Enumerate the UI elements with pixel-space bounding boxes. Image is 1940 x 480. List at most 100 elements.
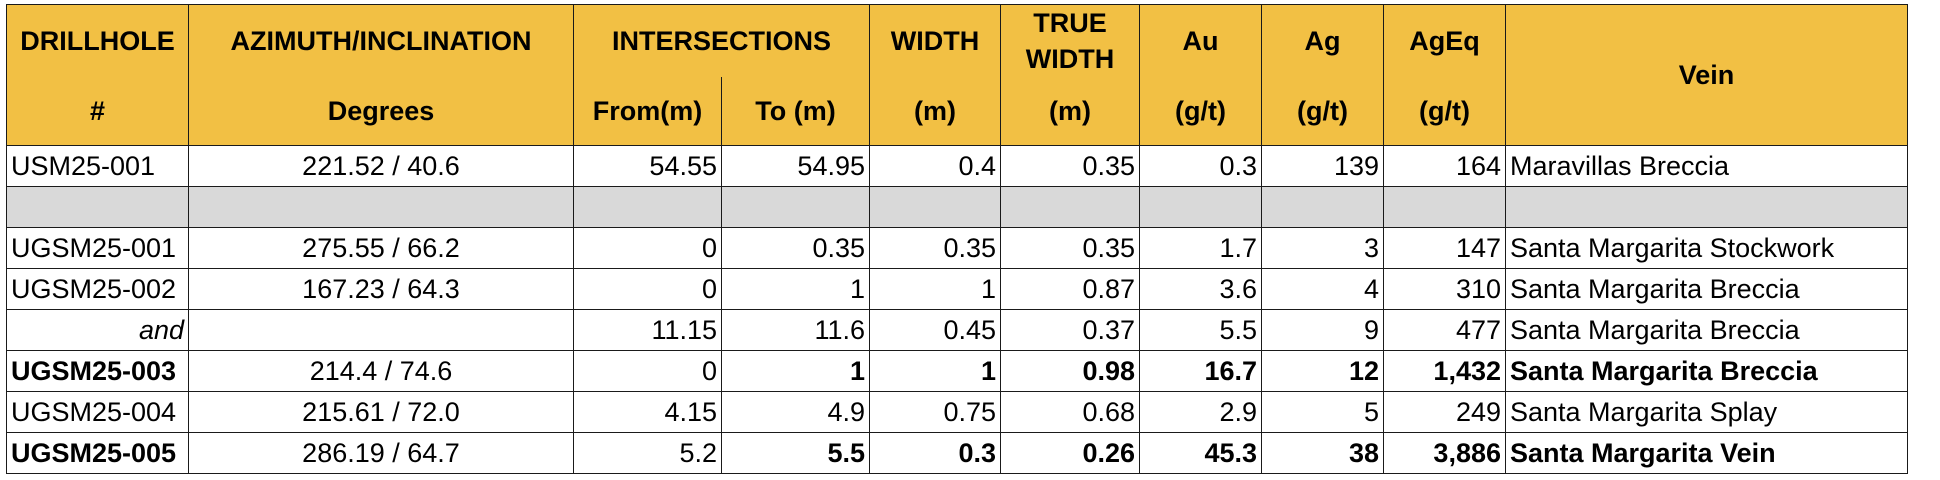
cell-true-width: 0.37 [1000,309,1140,351]
separator-cell [6,186,189,228]
cell-to: 1 [721,268,870,310]
separator-cell [188,186,574,228]
header-true-width: TRUE WIDTH [1000,4,1140,77]
cell-hole: USM25-001 [6,145,189,187]
cell-vein: Santa Margarita Breccia [1505,350,1908,392]
cell-width: 0.35 [869,227,1001,269]
header-from: From(m) [573,77,722,146]
separator-cell [869,186,1001,228]
cell-ag: 139 [1261,145,1384,187]
cell-hole: UGSM25-004 [6,391,189,433]
cell-vein: Santa Margarita Splay [1505,391,1908,433]
cell-ageq: 1,432 [1383,350,1506,392]
cell-azimuth: 286.19 / 64.7 [188,432,574,474]
cell-from: 11.15 [573,309,722,351]
cell-ageq: 310 [1383,268,1506,310]
table-header: DRILLHOLE AZIMUTH/INCLINATION INTERSECTI… [6,4,1908,146]
cell-vein: Santa Margarita Breccia [1505,268,1908,310]
header-vein: Vein [1505,4,1908,146]
cell-au: 16.7 [1139,350,1262,392]
separator-cell [1261,186,1384,228]
cell-to: 1 [721,350,870,392]
cell-from: 0 [573,227,722,269]
cell-ag: 12 [1261,350,1384,392]
separator-cell [721,186,870,228]
cell-from: 0 [573,268,722,310]
header-width: WIDTH [869,4,1001,77]
table-row: UGSM25-005 286.19 / 64.7 5.2 5.5 0.3 0.2… [6,432,1908,474]
cell-true-width: 0.35 [1000,145,1140,187]
table-row: UGSM25-002 167.23 / 64.3 0 1 1 0.87 3.6 … [6,268,1908,310]
cell-ag: 38 [1261,432,1384,474]
cell-azimuth: 214.4 / 74.6 [188,350,574,392]
separator-cell [573,186,722,228]
cell-width: 0.45 [869,309,1001,351]
cell-to: 4.9 [721,391,870,433]
separator-cell [1139,186,1262,228]
cell-to: 5.5 [721,432,870,474]
cell-true-width: 0.35 [1000,227,1140,269]
cell-to: 0.35 [721,227,870,269]
header-azimuth: AZIMUTH/INCLINATION [188,4,574,77]
separator-cell [1383,186,1506,228]
header-intersections: INTERSECTIONS [573,4,870,77]
cell-true-width: 0.98 [1000,350,1140,392]
cell-width: 1 [869,350,1001,392]
cell-au: 5.5 [1139,309,1262,351]
cell-vein: Santa Margarita Vein [1505,432,1908,474]
cell-vein: Maravillas Breccia [1505,145,1908,187]
cell-au: 1.7 [1139,227,1262,269]
cell-true-width: 0.87 [1000,268,1140,310]
table-body: USM25-001 221.52 / 40.6 54.55 54.95 0.4 … [6,145,1908,474]
header-ageq-unit: (g/t) [1383,77,1506,146]
drill-results-table: DRILLHOLE AZIMUTH/INCLINATION INTERSECTI… [6,4,1908,474]
header-au-unit: (g/t) [1139,77,1262,146]
cell-azimuth [188,309,574,351]
cell-width: 1 [869,268,1001,310]
separator-row [6,186,1908,228]
cell-hole: UGSM25-005 [6,432,189,474]
cell-true-width: 0.26 [1000,432,1140,474]
cell-to: 11.6 [721,309,870,351]
cell-ag: 3 [1261,227,1384,269]
cell-width: 0.3 [869,432,1001,474]
cell-azimuth: 215.61 / 72.0 [188,391,574,433]
table-row: UGSM25-001 275.55 / 66.2 0 0.35 0.35 0.3… [6,227,1908,269]
cell-from: 54.55 [573,145,722,187]
cell-au: 0.3 [1139,145,1262,187]
header-to: To (m) [721,77,870,146]
cell-ag: 5 [1261,391,1384,433]
table-row: UGSM25-004 215.61 / 72.0 4.15 4.9 0.75 0… [6,391,1908,433]
cell-vein: Santa Margarita Stockwork [1505,227,1908,269]
cell-from: 0 [573,350,722,392]
table-row: UGSM25-003 214.4 / 74.6 0 1 1 0.98 16.7 … [6,350,1908,392]
cell-from: 5.2 [573,432,722,474]
drill-results-table-container: DRILLHOLE AZIMUTH/INCLINATION INTERSECTI… [6,4,1908,474]
table-row: USM25-001 221.52 / 40.6 54.55 54.95 0.4 … [6,145,1908,187]
cell-au: 2.9 [1139,391,1262,433]
header-drillhole: DRILLHOLE [6,4,189,77]
cell-hole: and [6,309,189,351]
separator-cell [1000,186,1140,228]
cell-to: 54.95 [721,145,870,187]
cell-ag: 4 [1261,268,1384,310]
cell-width: 0.75 [869,391,1001,433]
cell-au: 45.3 [1139,432,1262,474]
header-ag: Ag [1261,4,1384,77]
header-width-unit: (m) [869,77,1001,146]
cell-azimuth: 167.23 / 64.3 [188,268,574,310]
cell-ag: 9 [1261,309,1384,351]
header-azimuth-sub: Degrees [188,77,574,146]
cell-au: 3.6 [1139,268,1262,310]
header-drillhole-sub: # [6,77,189,146]
cell-ageq: 3,886 [1383,432,1506,474]
cell-azimuth: 221.52 / 40.6 [188,145,574,187]
header-ageq: AgEq [1383,4,1506,77]
cell-hole: UGSM25-001 [6,227,189,269]
cell-ageq: 164 [1383,145,1506,187]
cell-azimuth: 275.55 / 66.2 [188,227,574,269]
cell-ageq: 249 [1383,391,1506,433]
header-au: Au [1139,4,1262,77]
cell-ageq: 147 [1383,227,1506,269]
cell-hole: UGSM25-002 [6,268,189,310]
